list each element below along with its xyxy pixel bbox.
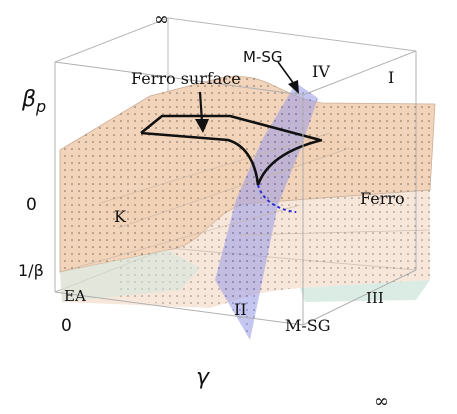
beta-subscript: p (35, 97, 46, 116)
grid-line (99, 132, 331, 204)
box-edge (54, 17, 169, 63)
msg-sheet-dots (215, 83, 318, 340)
label-roman-three: III (366, 289, 384, 307)
grid-line (117, 147, 351, 229)
label-k: K (114, 207, 127, 226)
label-ferro: Ferro (360, 189, 405, 208)
ferro-lower-dots (120, 190, 430, 308)
grid-line (254, 189, 431, 204)
axis-tick-zero-left: 0 (26, 195, 37, 215)
dashed-continuation (257, 184, 297, 213)
iii-band (300, 280, 430, 302)
label-roman-two: II (234, 300, 247, 319)
ferro-surface-boundary (140, 114, 321, 186)
beta-symbol: β (21, 87, 36, 112)
axis-tick-one-over-beta: 1/β (18, 261, 44, 280)
arrow-head (195, 119, 209, 133)
arrow-shaft (277, 61, 295, 85)
arrow-shaft (198, 91, 204, 123)
box-edge (167, 17, 417, 52)
label-msg-bottom: M-SG (285, 316, 331, 335)
bounding-box-front (54, 50, 417, 326)
label-roman-four: IV (312, 62, 330, 81)
label-ea: EA (64, 287, 86, 305)
surface-grid (59, 132, 431, 273)
grid-line (239, 229, 431, 236)
box-edge (302, 50, 417, 96)
msg-arrow (277, 61, 299, 94)
axis-beta-p-label: βp (21, 87, 46, 116)
box-edge (54, 61, 304, 96)
grid-line (59, 204, 301, 273)
axis-infinity-top: ∞ (154, 9, 169, 30)
ea-band (60, 250, 200, 302)
label-msg-top: M-SG (243, 48, 283, 66)
axis-gamma-label: γ (196, 365, 210, 390)
axis-infinity-bottom: ∞ (374, 391, 389, 412)
box-edge (302, 269, 417, 326)
ferro-surface-arrow (195, 91, 209, 133)
label-roman-one: I (388, 68, 394, 87)
box-edge (54, 291, 304, 326)
cusp-curve (256, 138, 323, 186)
axis-tick-zero-bottom: 0 (61, 316, 72, 336)
arrow-head (288, 80, 299, 94)
label-ferro-surface: Ferro surface (131, 69, 241, 88)
